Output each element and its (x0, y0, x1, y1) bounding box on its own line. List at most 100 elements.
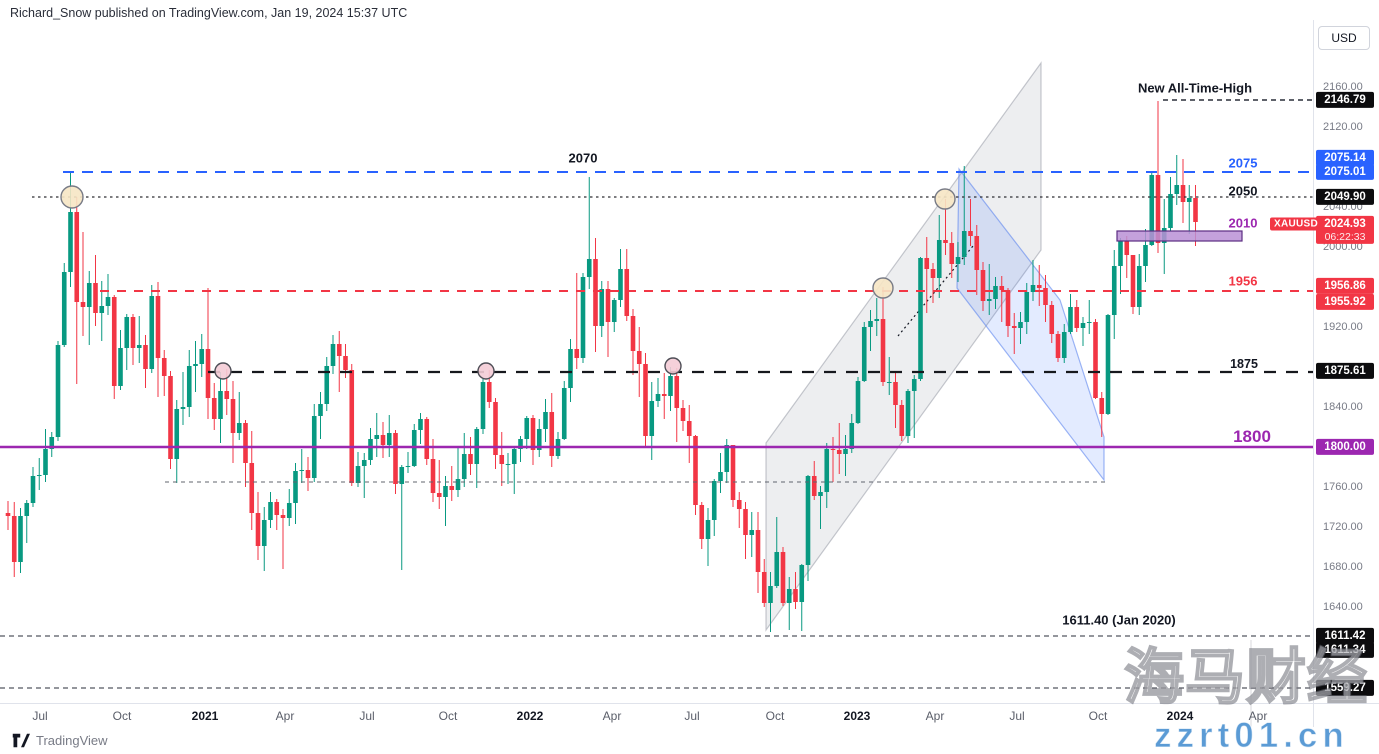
downtrend-channel-blue (956, 167, 1105, 482)
candle-body (149, 296, 155, 369)
candle-body (1068, 307, 1073, 332)
candle-body (1086, 322, 1092, 323)
price-tick: 2120.00 (1323, 121, 1363, 133)
candle-body (968, 231, 973, 236)
candle-body (55, 345, 61, 437)
candle-body (211, 398, 217, 419)
candle-body (618, 269, 623, 300)
candle-body (1136, 266, 1142, 307)
candle-body (74, 212, 80, 302)
price-badge: 2146.79 (1316, 91, 1374, 109)
candle-body (486, 382, 492, 402)
candle-body (1174, 185, 1180, 194)
candle-body (674, 376, 680, 408)
time-label: Apr (275, 709, 295, 723)
candle-body (155, 296, 161, 358)
candle-body (1074, 307, 1080, 328)
candle-body (586, 259, 592, 277)
candle-body (930, 269, 936, 278)
price-badge: 1559.27 (1316, 679, 1374, 697)
time-label: Apr (925, 709, 945, 723)
highlight-circle (60, 185, 84, 209)
candle-body (955, 257, 961, 264)
candle-body (549, 412, 555, 456)
candle-body (230, 399, 236, 433)
currency-toggle-button[interactable]: USD (1318, 26, 1370, 50)
candle-body (936, 240, 942, 278)
candle-body (1005, 290, 1011, 326)
candle-body (836, 450, 842, 454)
tradingview-logo-icon (12, 733, 30, 748)
candle-body (143, 345, 148, 369)
time-label: Oct (112, 709, 132, 723)
candle-body (924, 258, 930, 269)
tradingview-logo[interactable]: TradingView (12, 733, 108, 748)
price-axis[interactable]: 2160.00 2120.00 2040.00 2000.00 1920.00 1840.… (1313, 20, 1379, 727)
candle-body (580, 277, 586, 358)
candle-body (461, 454, 467, 479)
candle-body (786, 589, 792, 603)
candle-body (843, 449, 848, 454)
candle-body (743, 509, 748, 535)
candle-body (543, 412, 548, 429)
candle-body (243, 423, 248, 463)
candle-body (605, 289, 611, 322)
candle-body (849, 423, 855, 449)
candle-body (524, 418, 530, 439)
candle-body (818, 492, 823, 496)
candle-body (455, 479, 461, 490)
candle-body (18, 516, 23, 562)
candle-body (1111, 266, 1117, 315)
candle-body (536, 429, 542, 450)
candle-body (424, 419, 430, 459)
price-tick: 1760.00 (1323, 481, 1363, 493)
time-axis[interactable]: Jul Oct 2021 Apr Jul Oct 2022 Apr Jul Oct 2023 Apr J… (0, 703, 1379, 729)
candle-body (861, 327, 867, 381)
candle-body (611, 300, 617, 322)
candle-body (493, 402, 498, 455)
candle-body (111, 297, 117, 386)
candle-body (30, 476, 36, 503)
candle-body (336, 344, 342, 356)
candle-body (905, 391, 911, 436)
candle-body (868, 321, 873, 327)
candle-body (1149, 175, 1155, 245)
time-label: Oct (765, 709, 785, 723)
footer-bar: TradingView (0, 727, 1379, 754)
candle-body (80, 302, 86, 307)
dotted-diagonal (897, 239, 979, 337)
candle-body (1143, 245, 1148, 266)
candle-body (93, 283, 98, 313)
candle-body (61, 272, 67, 345)
time-label: Apr (1248, 709, 1268, 723)
candle-body (1049, 305, 1055, 334)
time-label: Jul (1009, 709, 1025, 723)
candle-body (961, 231, 967, 257)
candle-body (736, 500, 742, 509)
candle-body (324, 366, 330, 404)
candle-body (11, 516, 17, 562)
candle-body (805, 476, 811, 565)
candle-body (730, 445, 736, 500)
candle-body (780, 552, 786, 603)
candle-body (574, 349, 580, 358)
candle-body (224, 391, 230, 399)
candle-body (855, 381, 861, 423)
candle-body (218, 391, 223, 419)
time-label: Jul (359, 709, 375, 723)
candle-body (711, 481, 717, 520)
candle-body (993, 286, 998, 299)
candle-body (199, 349, 205, 364)
candle-body (286, 503, 292, 518)
candle-body (318, 404, 323, 416)
price-badge: 1956.86 (1316, 277, 1374, 295)
candle-body (368, 439, 373, 460)
price-badge: 2075.14 (1316, 149, 1374, 167)
candle-body (124, 317, 130, 348)
candle-body (1061, 332, 1067, 358)
candle-body (568, 349, 573, 388)
candle-body (693, 436, 698, 505)
candle-body (505, 464, 511, 465)
candle-body (749, 530, 755, 535)
